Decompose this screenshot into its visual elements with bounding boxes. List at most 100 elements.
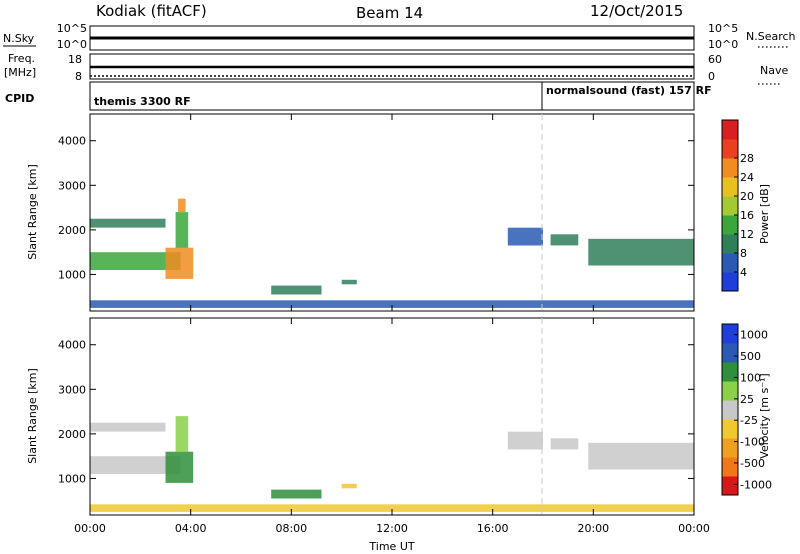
velocity-echo-region xyxy=(90,422,166,432)
velocity-colorbar-segment xyxy=(722,381,738,401)
power-colorbar-segment xyxy=(722,177,738,197)
velocity-colorbar-segment xyxy=(722,419,738,439)
power-ytick-label: 2000 xyxy=(58,224,86,237)
time-tick-label: 08:00 xyxy=(275,522,307,535)
velocity-ytick-label: 3000 xyxy=(58,383,86,396)
power-colorbar-segment xyxy=(722,158,738,178)
beam-title: Beam 14 xyxy=(356,4,423,22)
power-axes: 1000 2000 3000 4000 xyxy=(58,114,695,311)
site-title: Kodiak (fitACF) xyxy=(96,2,207,20)
time-tick-label: 16:00 xyxy=(477,522,509,535)
nsearch-label: N.Search xyxy=(746,30,796,43)
velocity-colorbar: 1000 500 100 25 -25 -100 -500 -1000 xyxy=(721,323,772,496)
power-echo-region xyxy=(178,198,186,213)
power-echo-region xyxy=(588,238,694,266)
velocity-echo-region xyxy=(588,442,694,470)
power-echo-region xyxy=(550,234,579,246)
power-data-layer xyxy=(90,198,694,308)
velocity-colorbar-segment xyxy=(722,438,738,458)
power-colorbar-segment xyxy=(722,234,738,254)
power-echo-region xyxy=(175,212,189,248)
power-colorbar-label: Power [dB] xyxy=(758,184,771,244)
power-ylabel: Slant Range [km] xyxy=(26,164,39,260)
time-tick-label: 00:00 xyxy=(74,522,106,535)
velocity-echo-region xyxy=(90,456,181,474)
velocity-colorbar-tick-label: -25 xyxy=(740,414,758,427)
velocity-echo-region xyxy=(507,431,543,450)
velocity-colorbar-tick-label: 25 xyxy=(740,393,754,406)
cpid-panel xyxy=(89,81,695,111)
date-title: 12/Oct/2015 xyxy=(590,2,683,20)
velocity-axes: 1000 2000 3000 4000 00:00 04:00 08:00 12:00 16:0… xyxy=(58,318,710,535)
velocity-echo-region xyxy=(175,416,189,452)
velocity-colorbar-tick-label: 500 xyxy=(740,350,761,363)
velocity-colorbar-segment xyxy=(722,324,738,344)
power-ytick-label: 3000 xyxy=(58,179,86,192)
cpid-mode-2: normalsound (fast) 157 RF xyxy=(546,84,712,97)
velocity-colorbar-tick-label: -1000 xyxy=(740,478,772,491)
time-tick-label: 04:00 xyxy=(175,522,207,535)
power-colorbar-segment xyxy=(722,215,738,235)
power-echo-region xyxy=(341,279,357,285)
velocity-echo-region xyxy=(550,438,579,450)
velocity-data-layer xyxy=(90,416,694,512)
nsky-label: N.Sky xyxy=(3,32,35,45)
velocity-ylabel: Slant Range [km] xyxy=(26,368,39,464)
velocity-echo-region xyxy=(165,451,194,483)
velocity-colorbar-segment xyxy=(722,476,738,496)
freq-tick-bottom: 8 xyxy=(75,70,82,83)
power-colorbar-segment xyxy=(722,120,738,140)
nave-tick-bottom: 0 xyxy=(708,70,715,83)
power-colorbar-tick-label: 20 xyxy=(740,190,754,203)
nsky-tick-bottom: 10^0 xyxy=(57,38,87,51)
velocity-colorbar-label: Velocity [m s⁻¹] xyxy=(758,373,771,458)
velocity-ytick-label: 2000 xyxy=(58,428,86,441)
power-echo-region xyxy=(165,247,194,279)
time-tick-label: 20:00 xyxy=(577,522,609,535)
nave-tick-top: 60 xyxy=(708,53,722,66)
velocity-ytick-label: 1000 xyxy=(58,472,86,485)
time-axis-label: Time UT xyxy=(368,540,414,553)
power-colorbar-segment xyxy=(722,253,738,273)
velocity-colorbar-segment xyxy=(722,343,738,363)
time-tick-label: 00:00 xyxy=(678,522,710,535)
power-colorbar: 4 8 12 16 20 24 28 xyxy=(721,119,754,292)
power-echo-region xyxy=(507,227,543,246)
power-colorbar-segment xyxy=(722,272,738,292)
power-echo-region xyxy=(271,285,322,295)
velocity-echo-region xyxy=(271,489,322,499)
velocity-echo-region xyxy=(90,504,694,512)
power-colorbar-tick-label: 28 xyxy=(740,152,754,165)
power-colorbar-tick-label: 8 xyxy=(740,247,747,260)
power-colorbar-segment xyxy=(722,139,738,159)
nsearch-tick-top: 10^5 xyxy=(708,22,738,35)
power-colorbar-tick-label: 4 xyxy=(740,266,747,279)
power-echo-region xyxy=(90,252,181,270)
power-echo-region xyxy=(90,218,166,228)
velocity-colorbar-tick-label: -100 xyxy=(740,436,765,449)
cpid-label: CPID xyxy=(5,92,34,105)
freq-label: Freq. xyxy=(8,52,35,65)
nave-label: Nave xyxy=(760,64,788,77)
velocity-colorbar-segment xyxy=(722,400,738,420)
velocity-echo-region xyxy=(341,483,357,489)
power-colorbar-tick-label: 16 xyxy=(740,209,754,222)
velocity-colorbar-frame xyxy=(721,323,739,496)
velocity-colorbar-segment xyxy=(722,362,738,382)
velocity-colorbar-tick-label: 1000 xyxy=(740,329,768,342)
velocity-ytick-label: 4000 xyxy=(58,339,86,352)
freq-tick-top: 18 xyxy=(68,53,82,66)
power-colorbar-tick-label: 24 xyxy=(740,171,754,184)
velocity-colorbar-segment xyxy=(722,457,738,477)
cpid-mode-1: themis 3300 RF xyxy=(94,95,191,108)
power-colorbar-segment xyxy=(722,196,738,216)
nsky-tick-top: 10^5 xyxy=(57,22,87,35)
power-echo-region xyxy=(90,300,694,308)
nsearch-tick-bottom: 10^0 xyxy=(708,38,738,51)
velocity-colorbar-tick-label: 100 xyxy=(740,371,761,384)
freq-unit: [MHz] xyxy=(4,66,36,79)
power-colorbar-frame xyxy=(721,119,739,292)
power-ytick-label: 4000 xyxy=(58,135,86,148)
power-colorbar-tick-label: 12 xyxy=(740,228,754,241)
